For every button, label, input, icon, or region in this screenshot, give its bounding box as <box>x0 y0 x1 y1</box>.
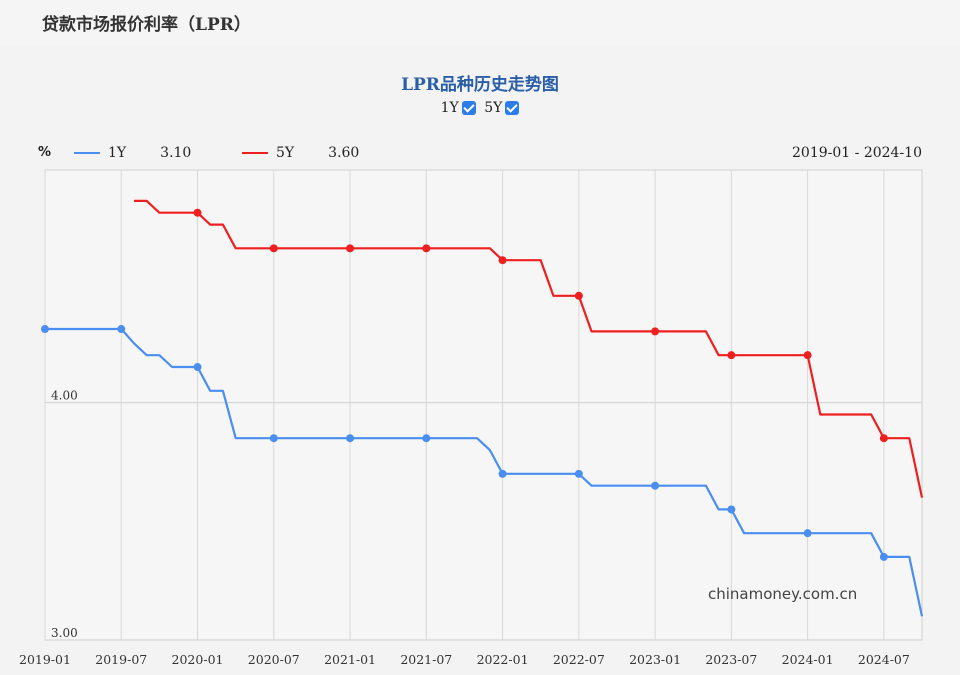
x-tick-label: 2023-07 <box>705 652 757 667</box>
toggle-1y-label: 1Y <box>440 100 459 116</box>
data-point-5y <box>498 256 507 265</box>
toggle-5y-label: 5Y <box>484 100 503 116</box>
data-point-1y <box>346 434 355 443</box>
legend-item-1y[interactable]: 1Y 3.10 <box>74 145 191 161</box>
series-line-1y <box>45 327 924 617</box>
data-point-1y <box>41 325 49 334</box>
page-title: 贷款市场报价利率（LPR） <box>42 15 251 35</box>
x-tick-label: 2020-01 <box>172 652 224 667</box>
data-point-1y <box>879 552 888 561</box>
data-point-5y <box>727 351 736 360</box>
x-tick-label: 2023-01 <box>629 652 681 667</box>
x-tick-label: 2021-01 <box>324 652 376 667</box>
data-point-1y <box>574 469 583 478</box>
x-tick-label: 2022-07 <box>553 652 605 667</box>
legend-value-1y: 3.10 <box>160 145 192 161</box>
legend-swatch-5y <box>242 152 268 154</box>
plot-area <box>44 169 923 641</box>
checkbox-checked-icon[interactable] <box>505 101 520 115</box>
legend-swatch-1y <box>74 152 100 154</box>
data-point-5y <box>803 351 812 360</box>
data-point-1y <box>193 363 202 372</box>
x-tick-label: 2019-01 <box>19 652 71 667</box>
data-point-1y <box>269 434 278 443</box>
series-toggles: 1Y 5Y <box>0 100 960 116</box>
series-line-5y <box>134 199 924 498</box>
data-point-1y <box>117 325 126 334</box>
data-point-5y <box>193 208 202 217</box>
y-tick-label: 3.00 <box>51 626 78 640</box>
data-point-1y <box>803 529 812 538</box>
checkbox-checked-icon[interactable] <box>461 101 476 115</box>
legend-value-5y: 3.60 <box>328 145 360 161</box>
y-tick-label: 4.00 <box>51 389 78 403</box>
data-point-5y <box>574 291 583 300</box>
x-tick-label: 2024-01 <box>782 652 834 667</box>
x-tick-label: 2022-01 <box>477 652 529 667</box>
data-point-1y <box>651 481 660 490</box>
x-tick-label: 2020-07 <box>248 652 300 667</box>
toggle-1y[interactable]: 1Y <box>441 100 476 116</box>
data-point-5y <box>269 244 278 253</box>
legend-name-5y: 5Y <box>276 145 295 161</box>
legend-item-5y[interactable]: 5Y 3.60 <box>242 145 359 161</box>
legend-name-1y: 1Y <box>108 145 127 161</box>
data-point-5y <box>346 244 355 253</box>
date-range-label: 2019-01 - 2024-10 <box>792 145 922 161</box>
data-point-1y <box>422 434 431 443</box>
watermark: chinamoney.com.cn <box>708 585 858 603</box>
data-point-5y <box>879 434 888 443</box>
toggle-5y[interactable]: 5Y <box>484 100 520 116</box>
x-tick-label: 2021-07 <box>400 652 452 667</box>
data-point-1y <box>498 469 507 478</box>
data-point-5y <box>651 327 660 336</box>
y-unit-label: % <box>38 145 52 160</box>
data-point-1y <box>727 505 736 514</box>
x-tick-label: 2024-07 <box>858 652 910 667</box>
x-tick-label: 2019-07 <box>95 652 147 667</box>
data-point-5y <box>422 244 431 253</box>
chart-title: LPR品种历史走势图 <box>401 75 559 95</box>
